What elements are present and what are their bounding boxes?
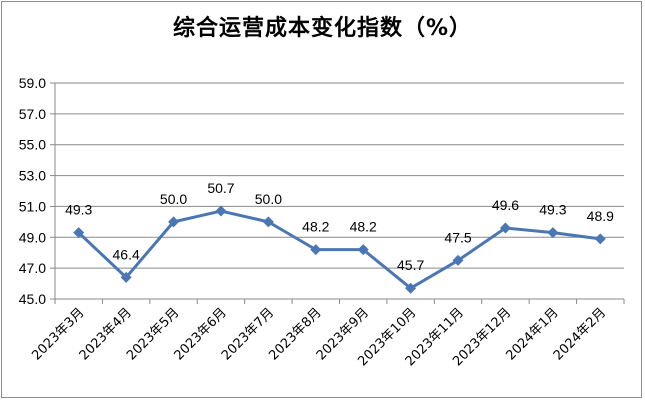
data-label: 50.7	[207, 180, 234, 196]
data-label: 47.5	[444, 229, 471, 245]
data-label: 49.3	[65, 202, 92, 218]
y-tick-label: 45.0	[19, 291, 46, 307]
data-point-marker	[594, 233, 606, 245]
data-label: 50.0	[255, 191, 282, 207]
y-tick-label: 49.0	[19, 229, 46, 245]
y-tick-label: 51.0	[19, 198, 46, 214]
data-label: 48.2	[302, 219, 329, 235]
data-point-marker	[120, 271, 132, 283]
y-tick-label: 55.0	[19, 137, 46, 153]
data-point-marker	[357, 244, 369, 256]
data-label: 50.0	[160, 191, 187, 207]
y-tick-label: 47.0	[19, 260, 46, 276]
series-line	[73, 205, 606, 294]
data-point-marker	[215, 205, 227, 217]
data-point-marker	[405, 282, 417, 294]
data-point-marker	[168, 216, 180, 228]
data-label: 45.7	[397, 257, 424, 273]
x-axis: 2023年3月2023年4月2023年5月2023年6月2023年7月2023年…	[29, 298, 625, 369]
data-point-marker	[310, 244, 322, 256]
data-labels: 49.3 46.4 50.0 50.7 50.0 48.2 48.2 45.7 47.5 49.6…	[65, 180, 614, 273]
y-tick-label: 57.0	[19, 106, 46, 122]
y-tick-label: 59.0	[19, 75, 46, 91]
gridlines	[55, 82, 624, 269]
data-point-marker	[73, 227, 85, 239]
data-point-marker	[452, 254, 464, 266]
chart-title: 综合运营成本变化指数（%）	[172, 16, 473, 41]
data-label: 48.2	[350, 219, 377, 235]
data-label: 48.9	[587, 208, 614, 224]
data-point-marker	[262, 216, 274, 228]
data-point-marker	[547, 227, 559, 239]
series-line-path	[77, 209, 601, 290]
data-label: 49.6	[492, 197, 519, 213]
y-axis: 45.0 47.0 49.0 51.0 53.0 55.0 57.0 59.0	[19, 75, 56, 307]
data-point-marker	[499, 222, 511, 234]
data-label: 46.4	[113, 246, 140, 262]
y-tick-label: 53.0	[19, 168, 46, 184]
data-label: 49.3	[539, 202, 566, 218]
